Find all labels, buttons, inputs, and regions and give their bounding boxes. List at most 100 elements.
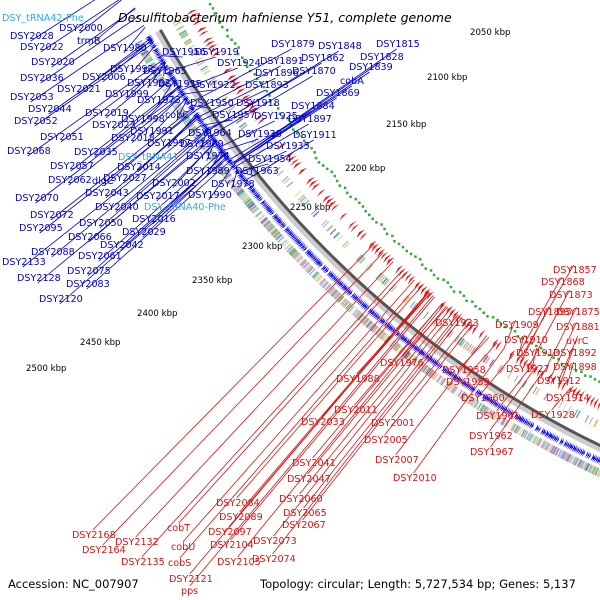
gene-label-dsy2019[interactable]: DSY2019 bbox=[85, 108, 129, 119]
gene-label-dsy1870[interactable]: DSY1870 bbox=[292, 66, 336, 77]
gene-label-dsy2089[interactable]: DSY2089 bbox=[219, 512, 263, 523]
gene-label-dsy2133[interactable]: DSY2133 bbox=[2, 257, 46, 268]
gene-label-dsy2067[interactable]: DSY2067 bbox=[282, 520, 326, 531]
gene-label-dsy1955[interactable]: DSY1955 bbox=[158, 79, 202, 90]
gene-label-dsy2036[interactable]: DSY2036 bbox=[20, 73, 64, 84]
gene-label-dsy2005[interactable]: DSY2005 bbox=[364, 435, 408, 446]
gene-label-dsy1928[interactable]: DSY1928 bbox=[531, 410, 575, 421]
gene-label-dsy1897[interactable]: DSY1897 bbox=[288, 114, 332, 125]
gene-label-dsy1896[interactable]: DSY1896 bbox=[255, 68, 299, 79]
gene-label-dsy1980[interactable]: DSY1980 bbox=[103, 43, 147, 54]
gene-label-dsy2057[interactable]: DSY2057 bbox=[50, 161, 94, 172]
gene-label-dsy1997[interactable]: DSY1997 bbox=[147, 138, 191, 149]
gene-label-coba[interactable]: cobA bbox=[340, 76, 364, 87]
gene-label-dsy1973[interactable]: DSY1973 bbox=[137, 95, 181, 106]
gene-label-dsy1857[interactable]: DSY1857 bbox=[553, 265, 597, 276]
gene-label-dsy2041[interactable]: DSY2041 bbox=[292, 458, 336, 469]
gene-label-dsy1925[interactable]: DSY1925 bbox=[254, 111, 298, 122]
gene-label-dsy2035[interactable]: DSY2035 bbox=[74, 147, 118, 158]
gene-label-dsy2105[interactable]: DSY2105 bbox=[217, 557, 261, 568]
gene-label-dsy1959[interactable]: DSY1959 bbox=[446, 377, 490, 388]
gene-label-dsy2027[interactable]: DSY2027 bbox=[103, 173, 147, 184]
gene-label-dsy1884[interactable]: DSY1884 bbox=[291, 101, 335, 112]
gene-label-dsy1911[interactable]: DSY1911 bbox=[293, 130, 337, 141]
gene-label-dsy1938[interactable]: DSY1938 bbox=[238, 129, 282, 140]
gene-label-dsy1976[interactable]: DSY1976 bbox=[380, 358, 424, 369]
gene-label-dsy1982[interactable]: DSY1982 bbox=[127, 78, 171, 89]
gene-label-cobs[interactable]: cobS bbox=[168, 558, 191, 569]
gene-label-dsy1967[interactable]: DSY1967 bbox=[470, 447, 514, 458]
gene-label-dsy1927[interactable]: DSY1927 bbox=[506, 364, 550, 375]
gene-label-dsy1960[interactable]: DSY1960 bbox=[461, 393, 505, 404]
gene-label-dsy2097[interactable]: DSY2097 bbox=[208, 527, 252, 538]
gene-label-dsy1974[interactable]: DSY1974 bbox=[186, 151, 230, 162]
gene-label-dsy2011[interactable]: DSY2011 bbox=[334, 405, 378, 416]
gene-label-dsy2040[interactable]: DSY2040 bbox=[95, 202, 139, 213]
gene-label-dsy2043[interactable]: DSY2043 bbox=[85, 188, 129, 199]
gene-label-dsy1873[interactable]: DSY1873 bbox=[549, 290, 593, 301]
gene-label-dsy1881[interactable]: DSY1881 bbox=[556, 322, 600, 333]
gene-label-dsy2083[interactable]: DSY2083 bbox=[66, 279, 110, 290]
gene-label-dsy1998[interactable]: DSY1998 bbox=[121, 114, 165, 125]
gene-label-dsy2051[interactable]: DSY2051 bbox=[40, 132, 84, 143]
gene-label-dsy1956[interactable]: DSY1956 bbox=[162, 47, 206, 58]
gene-label-cobc[interactable]: cobC bbox=[165, 110, 189, 121]
gene-label-dsy1892[interactable]: DSY1892 bbox=[553, 348, 597, 359]
gene-label-dsy1868[interactable]: DSY1868 bbox=[541, 277, 585, 288]
gene-label-dsy2017[interactable]: DSY2017 bbox=[136, 191, 180, 202]
gene-label-dsy2164[interactable]: DSY2164 bbox=[82, 545, 126, 556]
gene-label-pps[interactable]: pps bbox=[181, 586, 198, 597]
gene-label-dlgc[interactable]: dlgC bbox=[92, 176, 114, 187]
gene-label-cobu[interactable]: cobU bbox=[171, 542, 195, 553]
gene-label-dsy2060[interactable]: DSY2060 bbox=[279, 494, 323, 505]
gene-label-dsy2070[interactable]: DSY2070 bbox=[15, 193, 59, 204]
gene-label-dsy2135[interactable]: DSY2135 bbox=[121, 557, 165, 568]
rna-label-dsy_trna40-phe[interactable]: DSY_tRNA40-Phe bbox=[144, 202, 226, 213]
gene-label-dsy1950[interactable]: DSY1950 bbox=[190, 98, 234, 109]
gene-label-dsy2068[interactable]: DSY2068 bbox=[7, 146, 51, 157]
gene-label-uvrc[interactable]: uvrC bbox=[566, 336, 589, 347]
gene-label-dsy2014[interactable]: DSY2014 bbox=[117, 162, 161, 173]
gene-label-dsy2021[interactable]: DSY2021 bbox=[57, 84, 101, 95]
gene-label-dsy1992[interactable]: DSY1992 bbox=[110, 64, 154, 75]
gene-label-dsy1954[interactable]: DSY1954 bbox=[248, 154, 292, 165]
gene-label-dsy1965[interactable]: DSY1965 bbox=[143, 66, 187, 77]
gene-label-dsy1991[interactable]: DSY1991 bbox=[130, 126, 174, 137]
gene-label-dsy1909[interactable]: DSY1909 bbox=[495, 320, 539, 331]
gene-label-dsy1969[interactable]: DSY1969 bbox=[180, 139, 224, 150]
gene-label-dsy2065[interactable]: DSY2065 bbox=[283, 508, 327, 519]
gene-label-dsy2053[interactable]: DSY2053 bbox=[10, 92, 54, 103]
gene-label-dsy1815[interactable]: DSY1815 bbox=[376, 39, 420, 50]
gene-label-dsy1913[interactable]: DSY1913 bbox=[516, 348, 560, 359]
gene-label-dsy2061[interactable]: DSY2061 bbox=[78, 251, 122, 262]
gene-label-dsy2033[interactable]: DSY2033 bbox=[301, 417, 345, 428]
gene-label-dsy2072[interactable]: DSY2072 bbox=[30, 210, 74, 221]
gene-label-dsy1839[interactable]: DSY1839 bbox=[349, 62, 393, 73]
gene-label-cobt[interactable]: cobT bbox=[167, 523, 190, 534]
gene-label-dsy2010[interactable]: DSY2010 bbox=[393, 473, 437, 484]
gene-label-dsy2120[interactable]: DSY2120 bbox=[39, 294, 83, 305]
gene-label-dsy2062[interactable]: DSY2062 bbox=[48, 175, 92, 186]
gene-label-dsy2050[interactable]: DSY2050 bbox=[79, 218, 123, 229]
gene-label-dsy1912[interactable]: DSY1912 bbox=[537, 376, 581, 387]
gene-label-dsy1958[interactable]: DSY1958 bbox=[442, 365, 486, 376]
gene-label-trmb[interactable]: trmB bbox=[77, 36, 100, 47]
gene-label-dsy1869[interactable]: DSY1869 bbox=[316, 88, 360, 99]
gene-label-dsy1862[interactable]: DSY1862 bbox=[301, 53, 345, 64]
gene-label-dsy2132[interactable]: DSY2132 bbox=[115, 537, 159, 548]
gene-label-dsy1957[interactable]: DSY1957 bbox=[212, 110, 256, 121]
gene-label-dsy1963[interactable]: DSY1963 bbox=[235, 166, 279, 177]
gene-label-dsy2095[interactable]: DSY2095 bbox=[19, 223, 63, 234]
gene-label-dsy2088[interactable]: DSY2088 bbox=[31, 247, 75, 258]
gene-label-dsy1828[interactable]: DSY1828 bbox=[360, 52, 404, 63]
gene-label-dsy1999[interactable]: DSY1999 bbox=[105, 89, 149, 100]
gene-label-dsy2074[interactable]: DSY2074 bbox=[252, 554, 296, 565]
gene-label-dsy2018[interactable]: DSY2018 bbox=[111, 133, 155, 144]
corner-trna-label[interactable]: DSY_tRNA42-Phe bbox=[2, 13, 84, 24]
gene-label-dsy1964[interactable]: DSY1964 bbox=[188, 128, 232, 139]
gene-label-dsy2168[interactable]: DSY2168 bbox=[72, 530, 116, 541]
gene-label-dsy2066[interactable]: DSY2066 bbox=[68, 232, 112, 243]
gene-label-dsy1935[interactable]: DSY1935 bbox=[266, 141, 310, 152]
